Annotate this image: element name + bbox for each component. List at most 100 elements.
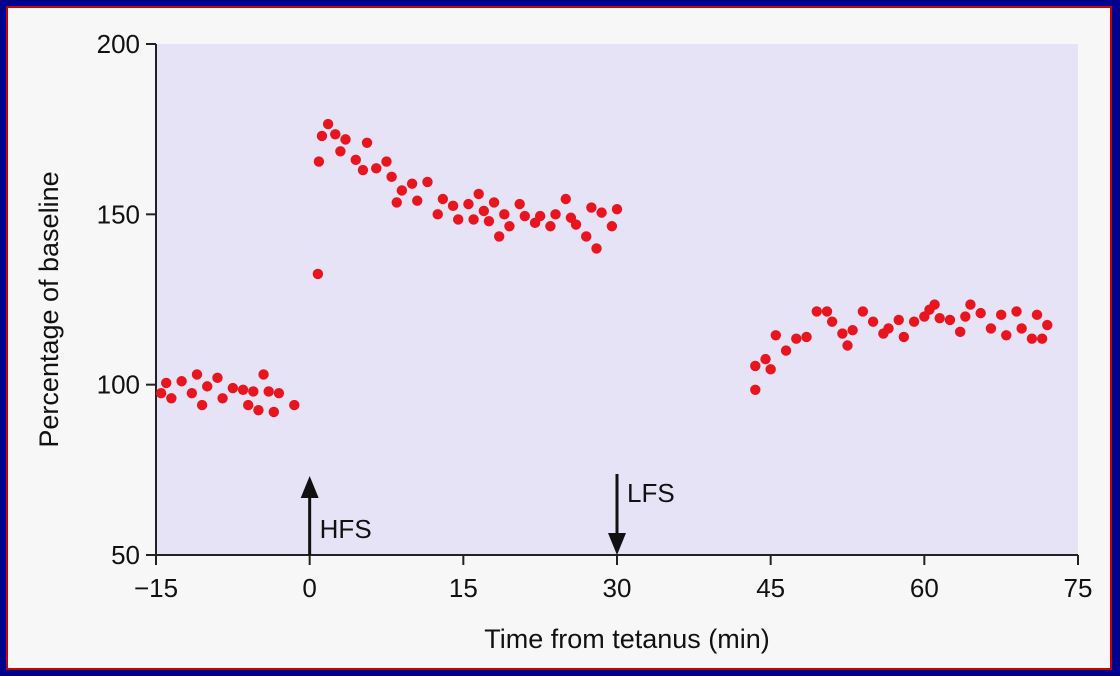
data-point [330,129,341,140]
y-tick-label: 50 [111,540,140,570]
data-point [227,382,239,394]
data-point [186,387,198,399]
data-point [596,207,607,218]
data-point [447,200,459,212]
data-point [1042,319,1053,331]
x-tick-label: 75 [1064,573,1093,603]
data-point [985,323,997,334]
data-point [268,406,280,418]
data-point [340,134,351,145]
data-point [883,323,894,334]
data-point [611,204,623,215]
data-point [534,210,546,222]
data-point [437,193,449,205]
data-point [760,353,771,365]
data-point [995,309,1007,321]
data-point [965,299,976,310]
data-point [191,369,203,380]
data-point [316,130,328,142]
x-tick-label: 15 [449,573,478,603]
data-point [176,376,187,387]
data-point [857,306,869,317]
data-point [519,210,530,222]
data-point [253,405,264,416]
data-point [765,364,776,375]
data-point [258,369,269,380]
data-point [273,387,285,399]
data-point [591,243,602,254]
data-point [243,399,254,411]
data-point [453,214,464,225]
data-point [499,209,510,220]
data-point [842,340,853,351]
data-point [504,221,515,232]
figure-frame: 50 100 150 200 −15 0 15 30 45 60 75 HFS LFS Time fr… [6,6,1112,670]
data-point [406,178,418,189]
y-tick-label: 150 [97,199,140,229]
y-axis-title: Percentage of baseline [34,171,64,447]
data-point [960,311,971,322]
data-point [335,146,346,157]
data-point [237,384,249,395]
data-point [473,188,484,200]
data-point [570,219,582,230]
data-point [322,118,334,130]
data-point [289,399,300,411]
data-point [391,197,402,208]
x-tick-label: 30 [603,573,632,603]
data-point [581,231,592,242]
data-point [263,386,274,397]
y-tick-label: 200 [97,29,140,59]
data-point [161,377,172,389]
y-tick-label: 100 [97,370,140,400]
data-point [606,221,618,232]
data-point [361,137,373,148]
data-point [1016,323,1027,334]
data-point [371,163,382,174]
data-point [422,176,433,188]
data-point [545,221,556,232]
data-point [396,185,408,196]
data-point [821,306,833,317]
data-point [550,209,561,220]
data-point [381,156,392,167]
data-point [386,171,397,183]
data-point [312,268,324,280]
data-point [1026,333,1038,344]
data-point [478,205,490,217]
data-point [468,214,479,225]
data-point [155,387,167,399]
data-point [166,393,177,404]
data-point [847,324,858,336]
data-point [750,360,761,372]
data-point [975,307,986,319]
data-point [898,331,910,343]
data-point [432,209,443,220]
hfs-arrow-head [300,476,319,498]
data-point [780,345,792,356]
data-point [514,198,525,210]
data-point [488,197,500,208]
data-point [560,193,571,205]
x-axis-title: Time from tetanus (min) [484,624,770,654]
data-point [1036,333,1048,344]
x-tick-label: −15 [134,573,178,603]
data-point [1011,306,1022,317]
data-point [483,215,495,227]
data-point [202,381,213,392]
data-point [493,231,505,242]
data-point [893,314,904,326]
data-point [867,316,879,327]
data-point [1031,309,1043,321]
x-tick-label: 45 [756,573,785,603]
data-point [954,326,966,338]
data-point [770,330,781,341]
data-point [212,372,223,384]
data-point [934,313,945,324]
data-point [412,195,423,206]
x-tick-label: 60 [910,573,939,603]
data-point [811,306,822,317]
data-point [837,328,848,339]
hfs-label: HFS [320,514,372,544]
data-point [357,164,369,176]
